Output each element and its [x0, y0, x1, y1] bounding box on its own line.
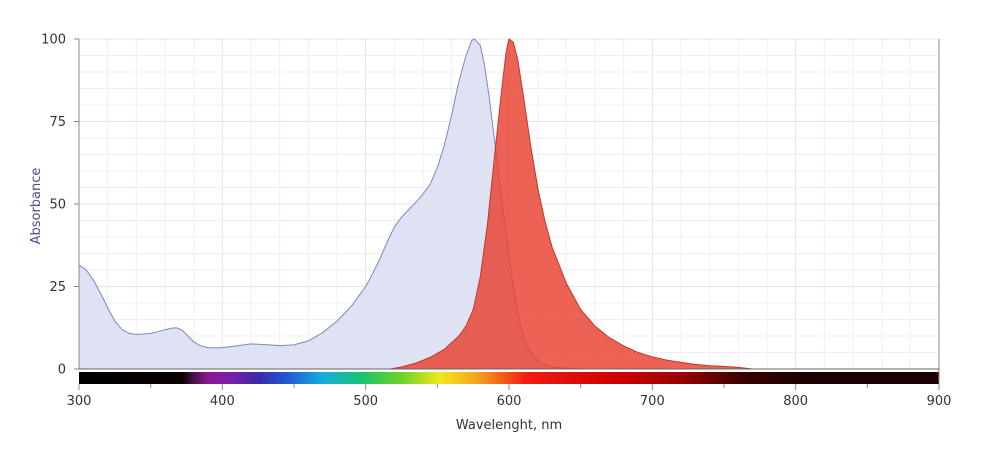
x-tick-label: 800 [783, 394, 808, 409]
emission-area-series [389, 38, 754, 370]
y-tick-label: 0 [58, 363, 66, 378]
tick-labels: 0 25 50 75 100 300 400 500 600 700 800 900 [41, 33, 951, 410]
series-layer [78, 38, 754, 370]
axes [78, 39, 940, 384]
x-axis-title: Wavelenght, nm [456, 418, 562, 433]
y-tick-label: 75 [49, 115, 66, 130]
x-tick-label: 700 [640, 394, 665, 409]
y-tick-label: 50 [49, 198, 66, 213]
y-tick-label: 25 [49, 280, 66, 295]
x-tick-label: 900 [927, 394, 952, 409]
spectrum-color-bar [79, 372, 939, 384]
x-tick-label: 400 [210, 394, 235, 409]
y-axis-title: Absorbance [29, 168, 44, 245]
x-tick-label: 300 [67, 394, 92, 409]
y-tick-label: 100 [41, 33, 66, 48]
x-tick-label: 600 [497, 394, 522, 409]
x-tick-label: 500 [353, 394, 378, 409]
